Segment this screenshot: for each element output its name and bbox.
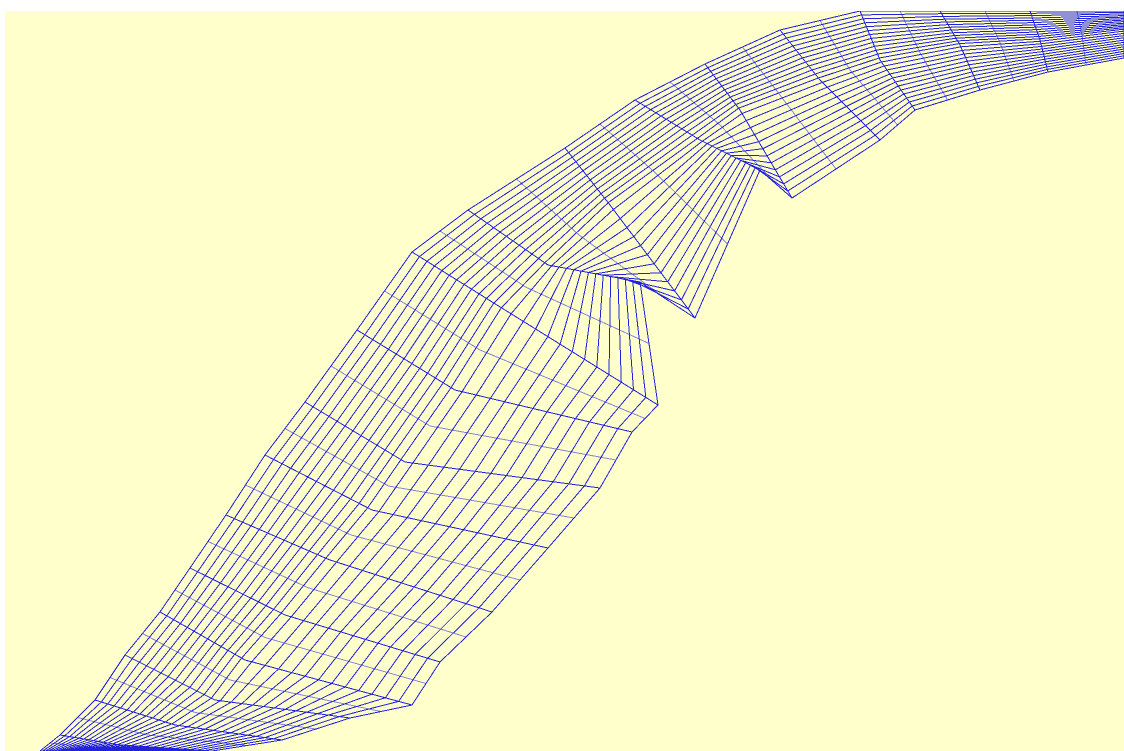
mesh-secondary-cross-line (384, 290, 646, 419)
mesh-cross-section-line (304, 401, 601, 489)
mesh-longitudinal-line (53, 18, 1124, 751)
mesh-longitudinal-line (80, 32, 1124, 751)
mesh-secondary-cross-line (742, 46, 837, 170)
mesh-cross-section-line (467, 209, 641, 283)
mesh-longitudinal-line (73, 28, 1124, 751)
mesh-secondary-cross-line (819, 20, 898, 126)
mesh-secondary-cross-line (207, 541, 467, 638)
mesh-secondary-cross-line (899, 11, 948, 101)
mesh-secondary-cross-line (1076, 11, 1087, 66)
mesh-secondary-cross-line (49, 742, 167, 751)
mesh-cross-section-line (411, 251, 659, 406)
mesh-secondary-cross-line (439, 230, 650, 344)
mesh-cross-section-line (859, 11, 916, 111)
mesh-longitudinal-line (120, 57, 1124, 751)
mesh-longitudinal-line (59, 21, 1124, 751)
mesh-secondary-cross-line (245, 484, 521, 581)
mesh-secondary-cross-line (284, 428, 575, 519)
mesh-longitudinal-line (105, 48, 1124, 751)
mesh-secondary-cross-line (330, 365, 617, 461)
mesh-cross-section-line (59, 734, 213, 751)
mesh-cross-section-line (159, 611, 413, 706)
mesh-secondary-cross-line (174, 589, 427, 684)
mesh-cross-section-line (704, 63, 793, 199)
mesh-cross-section-line (94, 699, 283, 741)
mesh-cross-section-line (939, 11, 981, 91)
mesh-cross-section-line (225, 514, 493, 613)
mesh-secondary-cross-line (984, 11, 1015, 82)
mesh-longitudinal-line (65, 24, 1124, 751)
mesh-cross-section-line (356, 329, 633, 433)
mesh-secondary-cross-line (599, 123, 728, 245)
mesh-longitudinal-line (101, 46, 1124, 751)
mesh-longitudinal-line (67, 25, 1124, 751)
mesh-viewport (5, 11, 1124, 751)
mesh-cross-section-line (564, 147, 696, 319)
mesh-secondary-cross-line (77, 717, 248, 746)
mesh-secondary-cross-line (516, 178, 668, 301)
mesh-cross-section-line (264, 454, 549, 549)
mesh-longitudinal-line (39, 11, 1124, 751)
mesh-longitudinal-line (42, 12, 1124, 751)
mesh-cross-section-line (1029, 11, 1049, 73)
mesh-cross-section-line (779, 29, 881, 141)
mesh-secondary-cross-line (142, 633, 382, 712)
mesh-lines (39, 11, 1124, 751)
mesh-longitudinal-line (62, 22, 1124, 751)
mesh-longitudinal-line (109, 50, 1124, 751)
mesh-longitudinal-line (112, 53, 1124, 751)
mesh-cross-section-line (124, 654, 351, 719)
mesh-longitudinal-line (48, 15, 1124, 751)
mesh-longitudinal-line (83, 35, 1124, 751)
mesh-secondary-cross-line (669, 81, 777, 185)
mesh-cross-section-line (189, 567, 441, 663)
mesh-longitudinal-line (56, 19, 1124, 751)
channel-mesh (39, 11, 1124, 751)
mesh-cross-section-line (634, 99, 761, 171)
mesh-longitudinal-line (116, 55, 1124, 751)
mesh-secondary-cross-line (109, 677, 317, 730)
